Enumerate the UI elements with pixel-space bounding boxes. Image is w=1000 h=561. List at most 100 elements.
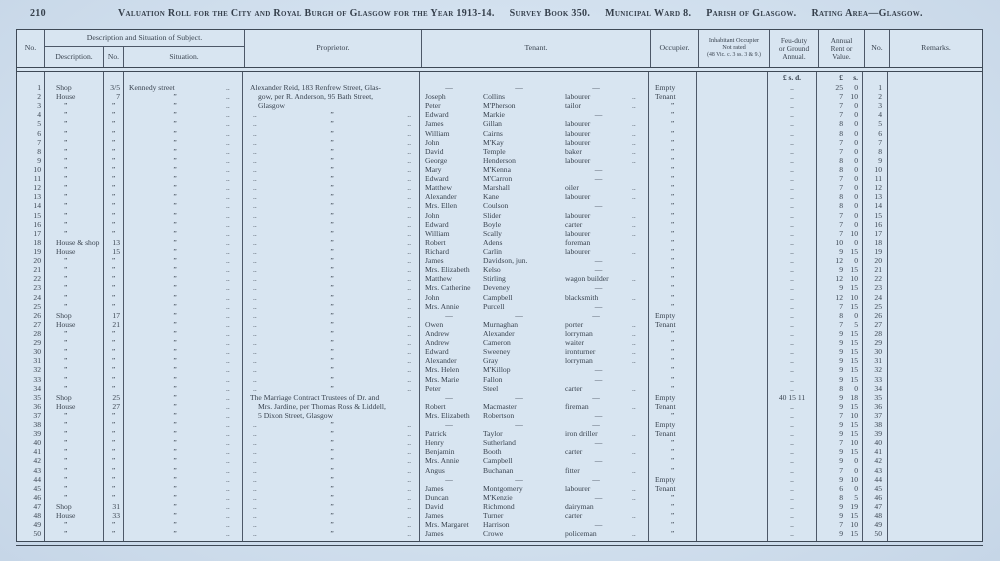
tenant-occupation: —	[592, 83, 600, 92]
leader-dots: ..	[632, 137, 636, 147]
cell-situation: ”..	[124, 201, 243, 211]
cell-inhabitant-occupier	[697, 347, 768, 357]
cell-situation: ”..	[124, 328, 243, 339]
cell-occupier: ”	[649, 192, 697, 202]
cell-description: ”	[45, 101, 104, 111]
cell-street-no: ”	[104, 110, 124, 120]
cell-situation: ”..	[124, 119, 243, 129]
cell-description: ”	[45, 292, 104, 302]
tenant-surname: —	[515, 83, 523, 92]
cell-inhabitant-occupier	[697, 201, 768, 211]
leader-dots: ..	[407, 237, 411, 247]
cell-inhabitant-occupier	[697, 338, 768, 348]
cell-situation: ”..	[124, 447, 243, 457]
leader-dots: ..	[632, 511, 636, 521]
cell-feu-duty: ..	[768, 292, 817, 302]
cell-occupier: ”	[649, 164, 697, 175]
cell-proprietor: 5 Dixon Street, Glasgow	[243, 410, 420, 421]
cell-remarks	[888, 238, 982, 247]
tenant-first-name: Mrs. Annie	[425, 301, 460, 311]
cell-entry-no: 36	[17, 401, 45, 411]
cell-feu-duty: ..	[768, 301, 817, 311]
cell-remarks	[888, 347, 982, 356]
cell-entry-no: 25	[17, 301, 45, 311]
leader-dots: ..	[253, 511, 257, 521]
table-row: 21”””....”.. Mrs. Elizabeth Kelso —”.. 9 15 21	[17, 265, 982, 275]
cell-occupier: ”	[649, 410, 697, 421]
header-annual-rent: Annual Rent or Value.	[819, 30, 865, 67]
cell-remarks	[888, 447, 982, 456]
table-row: 30”””....”.. Edward Sweeney ironturner..”..…	[17, 347, 982, 357]
cell-tenant: Mrs. Elizabeth Kelso —	[420, 265, 649, 275]
cell-entry-no-2: 21	[863, 265, 888, 275]
cell-situation: ”..	[124, 128, 243, 138]
cell-entry-no-2: 29	[863, 338, 888, 348]
cell-street-no: ”	[104, 374, 124, 384]
cell-street-no: ”	[104, 483, 124, 493]
cell-entry-no: 30	[17, 347, 45, 357]
leader-dots: ..	[226, 310, 230, 320]
cell-description: ”	[45, 201, 104, 211]
table-row: 9”””....”.. George Henderson labourer..”.. 8…	[17, 155, 982, 165]
table-row: 49”””....”.. Mrs. Margaret Harrison —”.. 7 10…	[17, 520, 982, 530]
cell-proprietor: ..”..	[243, 365, 420, 375]
cell-street-no: 33	[104, 511, 124, 521]
tenant-first-name: Robert	[425, 401, 446, 411]
tenant-first-name: Mrs. Catherine	[425, 283, 471, 293]
leader-dots: ..	[407, 310, 411, 320]
leader-dots: ..	[226, 447, 230, 457]
cell-feu-duty: ..	[768, 410, 817, 421]
cell-entry-no: 12	[17, 183, 45, 193]
cell-proprietor: The Marriage Contract Trustees of Dr. an…	[243, 392, 420, 402]
cell-remarks	[888, 484, 982, 493]
leader-dots: ..	[253, 383, 257, 393]
value-pounds: 7	[839, 210, 843, 220]
cell-occupier: Empty	[649, 310, 697, 320]
table-row: 22”””....”.. Matthew Stirling wagon builder…	[17, 274, 982, 284]
leader-dots: ..	[226, 228, 230, 238]
tenant-first-name: Alexander	[425, 356, 457, 366]
leader-dots: ..	[253, 374, 257, 384]
cell-description: ”	[45, 328, 104, 339]
tenant-occupation: oiler	[565, 183, 579, 193]
cell-feu-duty: ..	[768, 347, 817, 357]
leader-dots: ..	[407, 192, 411, 202]
tenant-surname: M'Carron	[483, 174, 513, 184]
cell-description: ”	[45, 465, 104, 475]
leader-dots: ..	[407, 383, 411, 393]
cell-proprietor: ..”..	[243, 520, 420, 530]
cell-tenant: — — —	[420, 392, 649, 402]
cell-inhabitant-occupier	[697, 474, 768, 484]
tenant-first-name: Patrick	[425, 429, 447, 439]
cell-occupier: Empty	[649, 474, 697, 484]
table-row: 25”””....”.. Mrs. Annie Purcell —”.. 7 15 25	[17, 301, 982, 311]
cell-proprietor: ..”..	[243, 447, 420, 457]
cell-inhabitant-occupier	[697, 137, 768, 147]
header-inhabitant-occupier: Inhabitant Occupier Not rated (48 Vic. c…	[699, 30, 770, 67]
cell-street-no: 15	[104, 246, 124, 257]
leader-dots: ..	[226, 201, 230, 211]
cell-situation: ”..	[124, 356, 243, 366]
tenant-first-name: Joseph	[425, 92, 446, 102]
value-pounds: 12	[835, 256, 843, 266]
leader-dots: ..	[226, 301, 230, 311]
cell-street-no: ”	[104, 228, 124, 238]
leader-dots: ..	[632, 128, 636, 138]
value-pounds: 9	[839, 347, 843, 357]
cell-occupier: ”	[649, 137, 697, 147]
cell-remarks	[888, 456, 982, 465]
cell-tenant: Andrew Alexander lorryman..	[420, 328, 649, 339]
cell-situation: ”..	[124, 292, 243, 302]
value-pounds: 9	[839, 401, 843, 411]
header-feu-duty: Feu-duty or Ground Annual.	[770, 30, 819, 67]
leader-dots: ..	[632, 328, 636, 338]
cell-situation: ”..	[124, 429, 243, 439]
cell-entry-no-2: 32	[863, 365, 888, 375]
cell-feu-duty: ..	[768, 483, 817, 493]
cell-street-no: ”	[104, 338, 124, 348]
cell-situation: ”..	[124, 192, 243, 202]
tenant-first-name: —	[445, 474, 453, 484]
